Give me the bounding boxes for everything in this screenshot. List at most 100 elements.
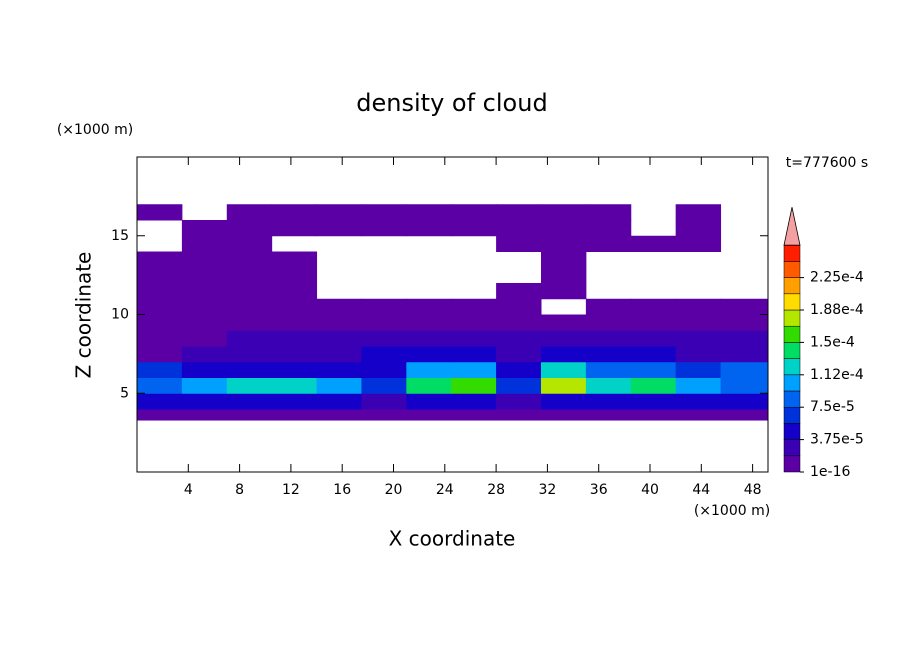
- contour-cell: [406, 377, 452, 394]
- contour-cell: [271, 283, 318, 300]
- contour-cell: [361, 298, 407, 315]
- contour-cell: [137, 267, 183, 284]
- contour-cell: [675, 298, 722, 315]
- colorbar-tick-label: 3.75e-5: [810, 432, 864, 448]
- colorbar-band: [783, 244, 801, 262]
- contour-cell: [137, 330, 183, 347]
- colorbar-band: [783, 439, 801, 457]
- chart-title: density of cloud: [356, 89, 547, 117]
- y-unit: (×1000 m): [57, 122, 133, 138]
- contour-cell: [675, 377, 722, 394]
- contour-cell: [496, 235, 542, 252]
- contour-cell: [451, 361, 497, 378]
- contour-cell: [630, 346, 677, 363]
- contour-cell: [271, 346, 318, 363]
- x-tick-label: 40: [641, 482, 659, 498]
- contour-cell: [226, 361, 273, 378]
- contour-cell: [585, 393, 632, 410]
- colorbar-band: [783, 342, 801, 359]
- contour-cell: [271, 330, 318, 347]
- colorbar-band: [783, 325, 801, 343]
- contour-cell: [181, 409, 228, 421]
- contour-cell: [675, 314, 722, 331]
- contour-cell: [226, 298, 273, 315]
- x-tick-label: 36: [590, 482, 608, 498]
- contour-cell: [630, 330, 677, 347]
- x-tick-label: 48: [744, 482, 762, 498]
- contour-cell: [451, 298, 497, 315]
- contour-cell: [585, 377, 632, 394]
- contour-cell: [496, 361, 542, 378]
- contour-cell: [226, 267, 273, 284]
- contour-cell: [226, 204, 273, 221]
- contour-cell: [361, 409, 407, 421]
- contour-cell: [496, 314, 542, 331]
- contour-cell: [361, 314, 407, 331]
- contour-cell: [181, 346, 228, 363]
- contour-cell: [181, 330, 228, 347]
- contour-cell: [585, 409, 632, 421]
- contour-cell: [181, 377, 228, 394]
- contour-cell: [451, 377, 497, 394]
- contour-cell: [406, 409, 452, 421]
- x-tick-label: 8: [235, 482, 244, 498]
- contour-cell: [675, 330, 722, 347]
- x-tick-label: 4: [184, 482, 193, 498]
- contour-cell: [226, 346, 273, 363]
- contour-cell: [137, 393, 183, 410]
- contour-cell: [271, 314, 318, 331]
- contour-cell: [137, 346, 183, 363]
- contour-cell: [361, 346, 407, 363]
- contour-cell: [496, 204, 542, 221]
- x-tick-label: 24: [436, 482, 454, 498]
- contour-cell: [585, 361, 632, 378]
- contour-cell: [496, 330, 542, 347]
- contour-cell: [540, 361, 587, 378]
- contour-cell: [226, 251, 273, 268]
- contour-cell: [540, 204, 587, 221]
- contour-cell: [181, 283, 228, 300]
- contour-cell: [496, 393, 542, 410]
- contour-cell: [451, 204, 497, 221]
- contour-cell: [361, 377, 407, 394]
- colorbar-tick-label: 2.25e-4: [810, 270, 864, 286]
- contour-cell: [720, 393, 769, 410]
- contour-cell: [720, 409, 769, 421]
- contour-cell: [181, 393, 228, 410]
- contour-cell: [361, 220, 407, 237]
- x-unit: (×1000 m): [694, 503, 770, 519]
- colorbar-band: [783, 261, 801, 278]
- colorbar-tick-label: 1.12e-4: [810, 367, 864, 383]
- y-tick-label: 5: [120, 385, 129, 401]
- contour-cell: [585, 314, 632, 331]
- contour-cell: [630, 393, 677, 410]
- contour-cell: [675, 204, 722, 221]
- contour-cell: [271, 377, 318, 394]
- contour-cell: [540, 393, 587, 410]
- contour-cell: [406, 298, 452, 315]
- contour-cell: [316, 346, 362, 363]
- contour-cell: [675, 361, 722, 378]
- contour-cell: [181, 314, 228, 331]
- contour-cell: [181, 251, 228, 268]
- contour-cell: [540, 409, 587, 421]
- contour-cell: [406, 361, 452, 378]
- contour-cell: [226, 330, 273, 347]
- contour-cell: [720, 346, 769, 363]
- contour-cell: [675, 409, 722, 421]
- contour-cell: [675, 235, 722, 252]
- contour-cell: [720, 361, 769, 378]
- contour-cell: [137, 298, 183, 315]
- contour-cell: [361, 361, 407, 378]
- contour-cell: [720, 298, 769, 315]
- y-tick-label: 10: [111, 307, 129, 323]
- contour-cell: [630, 314, 677, 331]
- contour-cell: [675, 346, 722, 363]
- contour-cell: [181, 361, 228, 378]
- x-tick-label: 44: [692, 482, 710, 498]
- contour-cell: [406, 314, 452, 331]
- contour-cell: [585, 346, 632, 363]
- contour-cell: [540, 235, 587, 252]
- contour-cell: [496, 283, 542, 300]
